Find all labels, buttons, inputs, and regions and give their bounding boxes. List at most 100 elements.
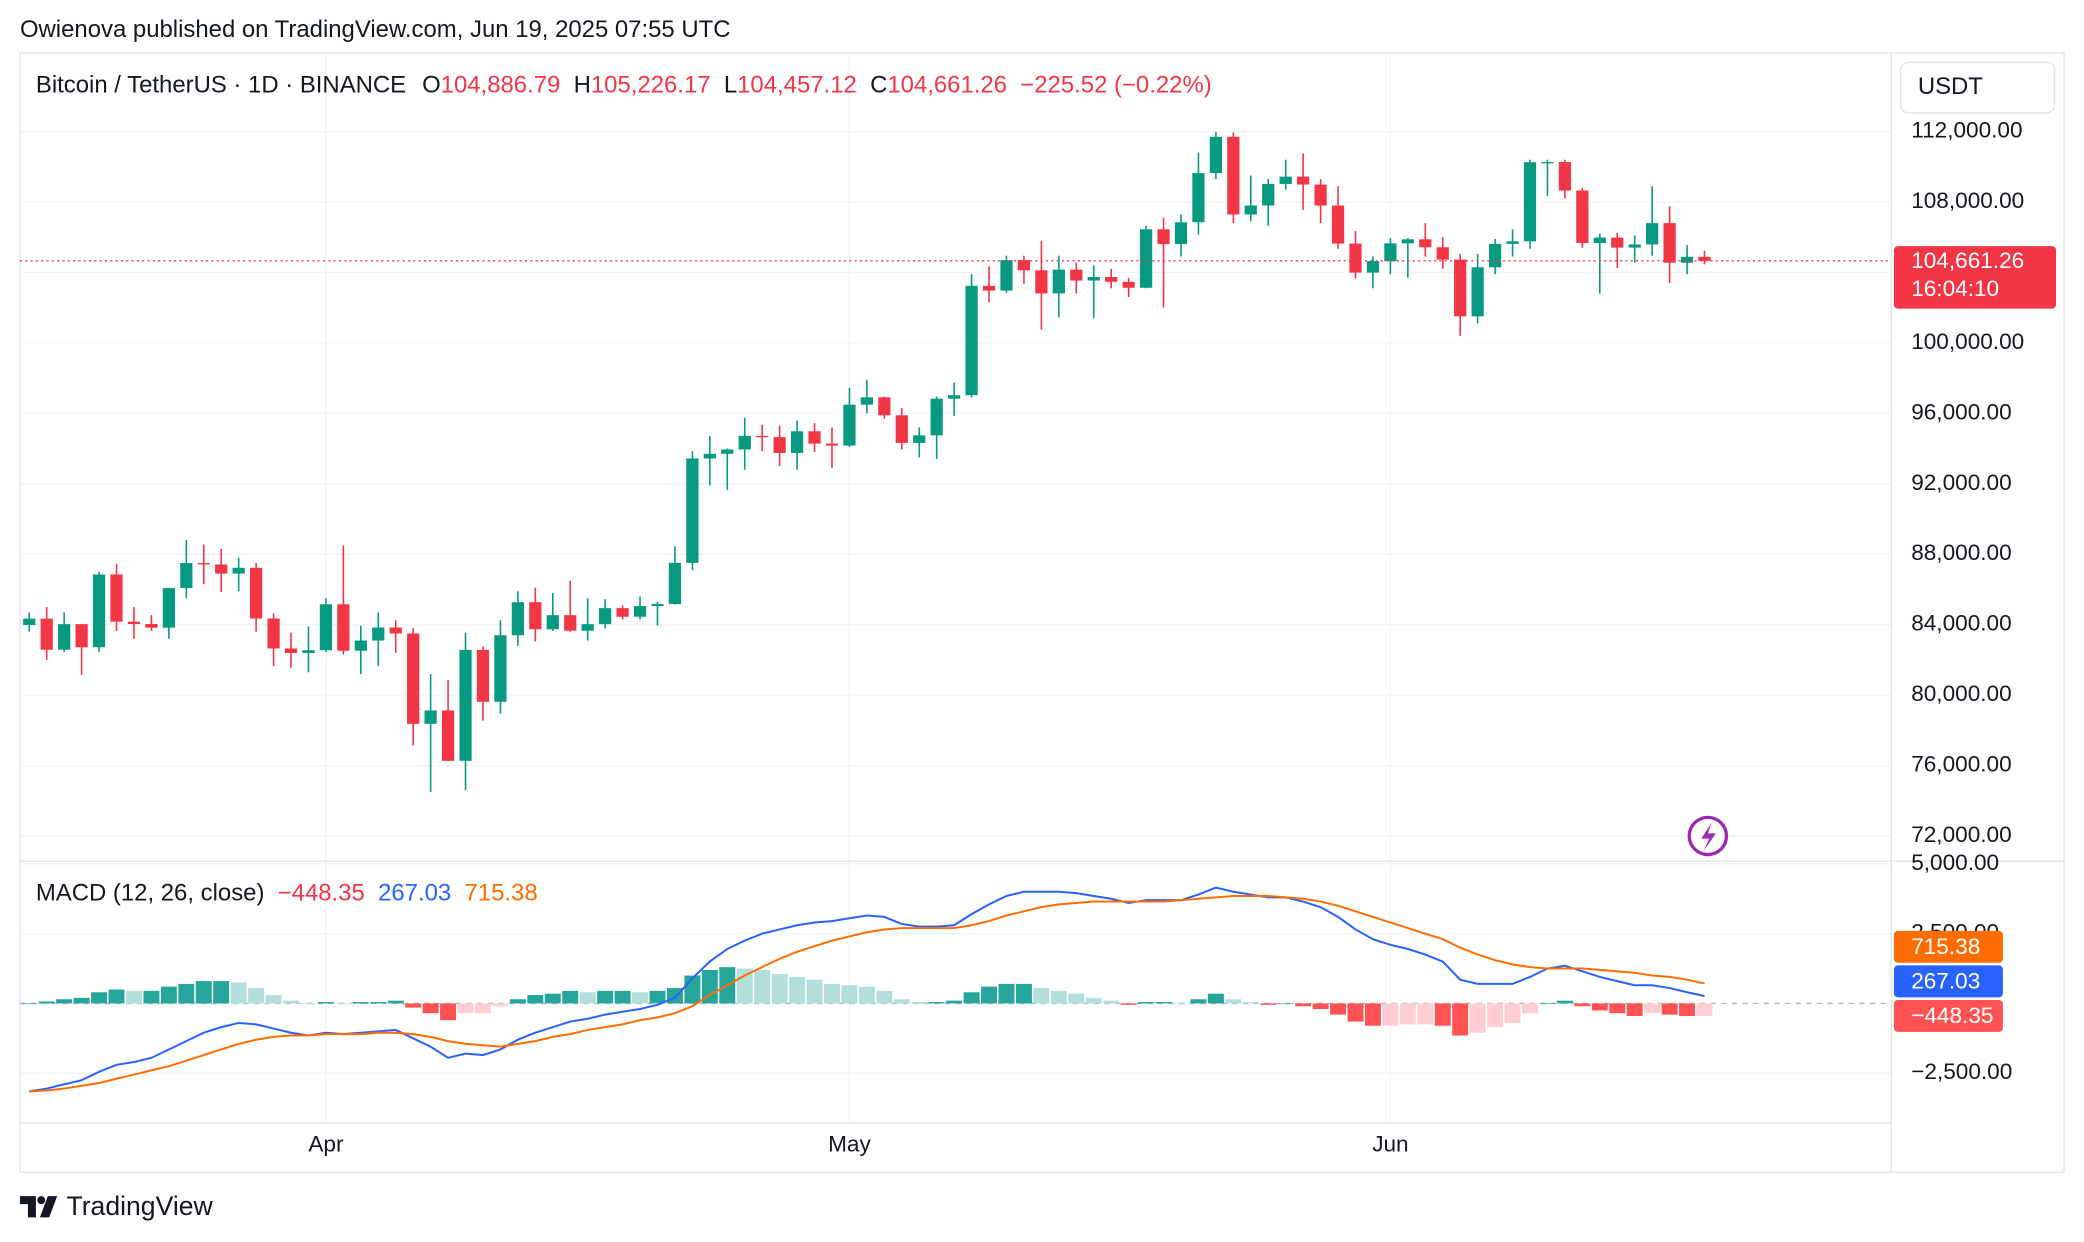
- histogram-bar: [614, 990, 631, 1004]
- histogram-bar: [335, 1003, 352, 1005]
- candle-body: [319, 604, 333, 651]
- candle-body: [1628, 244, 1641, 248]
- candle-body: [703, 453, 716, 459]
- currency-button[interactable]: [1899, 61, 2056, 114]
- candle-body: [494, 635, 507, 702]
- histogram-bar: [440, 1003, 457, 1021]
- candle-body: [529, 602, 542, 630]
- candle-body: [738, 435, 751, 450]
- histogram-bar: [125, 990, 142, 1004]
- histogram-bar: [893, 999, 910, 1004]
- candle-body: [1052, 269, 1065, 294]
- candle-body: [1663, 223, 1676, 263]
- candle-body: [1139, 229, 1153, 288]
- candle-body: [1331, 205, 1345, 244]
- candle-body: [407, 633, 420, 724]
- histogram-bar: [981, 986, 998, 1004]
- histogram-bar: [876, 990, 893, 1004]
- histogram-bar: [73, 997, 90, 1004]
- histogram-bar: [1015, 983, 1032, 1004]
- histogram-bar: [160, 986, 177, 1004]
- candle-body: [616, 608, 629, 617]
- candle-body: [1087, 277, 1100, 281]
- histogram-bar: [1225, 999, 1242, 1004]
- last-price-badge: [1893, 246, 2057, 309]
- y-tick-label: 80,000.00: [1911, 681, 2011, 706]
- histogram-bar: [771, 974, 788, 1004]
- ohlc-key: L: [724, 72, 737, 99]
- candle-body: [1157, 229, 1170, 245]
- candle-body: [476, 649, 490, 702]
- histogram-bar: [998, 983, 1015, 1004]
- ohlc-value: 105,226.17: [591, 72, 711, 99]
- histogram-bar: [858, 986, 875, 1004]
- histogram-bar: [1155, 1002, 1172, 1004]
- histogram-bar: [1417, 1003, 1434, 1025]
- candle-body: [372, 627, 385, 641]
- candle-body: [808, 431, 821, 444]
- histogram-bar: [1190, 999, 1207, 1004]
- histogram-bar: [370, 1002, 387, 1004]
- histogram-bar: [248, 988, 265, 1004]
- histogram-bar: [1242, 1002, 1259, 1004]
- histogram-bar: [457, 1003, 474, 1014]
- histogram-bar: [405, 1003, 422, 1008]
- candle-body: [389, 627, 402, 634]
- candle-body: [564, 615, 577, 631]
- ohlc-key: C: [870, 72, 887, 99]
- histogram-bar: [806, 979, 823, 1004]
- histogram-bar: [789, 976, 806, 1004]
- histogram-bar: [911, 1002, 928, 1004]
- alert-icon[interactable]: [1687, 815, 1729, 857]
- histogram-bar: [1277, 1003, 1294, 1005]
- symbol-title: Bitcoin / TetherUS · 1D · BINANCE: [36, 72, 406, 99]
- histogram-bar: [1644, 1003, 1661, 1014]
- candle-body: [267, 618, 280, 649]
- y-tick-label: 100,000.00: [1911, 329, 2024, 354]
- candle-body: [1611, 237, 1624, 248]
- candle-body: [1419, 239, 1432, 248]
- histogram-bar: [492, 1003, 509, 1007]
- ohlc-value: 104,661.26: [887, 72, 1007, 99]
- candle-body: [1244, 205, 1257, 215]
- histogram-bar: [1539, 1003, 1556, 1005]
- histogram-bar: [1347, 1003, 1364, 1022]
- logo-v: [39, 1196, 58, 1218]
- candle-body: [1488, 243, 1502, 268]
- candle-body: [197, 563, 210, 565]
- candle-body: [1174, 222, 1188, 245]
- histogram-bar: [946, 1000, 963, 1004]
- candle-body: [23, 618, 36, 626]
- candle-body: [843, 404, 856, 446]
- candle-body: [1576, 190, 1589, 244]
- candle-body: [651, 604, 664, 607]
- candle-body: [756, 435, 769, 438]
- candle-body: [1070, 269, 1083, 281]
- histogram-bar: [1434, 1003, 1451, 1026]
- y-tick-label: 108,000.00: [1911, 188, 2024, 213]
- histogram-bar: [562, 990, 579, 1004]
- candle-body: [1436, 247, 1449, 260]
- histogram-bar: [1591, 1003, 1608, 1011]
- candle-body: [633, 606, 647, 617]
- currency-label: USDT: [1918, 73, 1983, 100]
- y-tick-label: 96,000.00: [1911, 399, 2011, 424]
- candle-body: [92, 574, 106, 648]
- signal-badge-label: 715.38: [1911, 934, 1980, 959]
- candle-body: [302, 650, 315, 654]
- overlay: Apr May Jun 72,000.00 76,000.00 80,000.00 84,0…: [308, 118, 2057, 1157]
- histogram-bar: [1033, 988, 1050, 1004]
- histogram-bar: [387, 1000, 404, 1004]
- y-tick-label: −2,500.00: [1911, 1059, 2012, 1084]
- histogram-bar: [1626, 1003, 1643, 1016]
- candle-body: [354, 640, 367, 651]
- y-tick-label: 112,000.00: [1911, 118, 2022, 143]
- candle-body: [913, 435, 926, 443]
- histogram-bar: [178, 983, 195, 1004]
- candle-body: [860, 397, 873, 405]
- candle-body: [1366, 261, 1380, 273]
- candle-body: [58, 624, 71, 650]
- candle-body: [145, 623, 158, 628]
- histogram-badge-label: −448.35: [1911, 1003, 1993, 1028]
- candle-body: [1262, 184, 1275, 206]
